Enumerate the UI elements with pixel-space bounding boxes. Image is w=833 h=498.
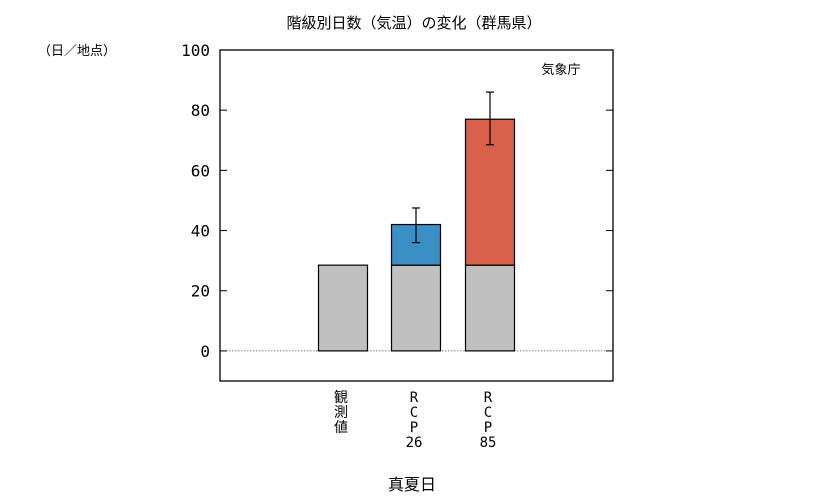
category-label: C xyxy=(484,405,492,421)
bar-base xyxy=(464,264,516,352)
category-label: 観 xyxy=(334,389,348,406)
source-label: 気象庁 xyxy=(541,62,580,78)
y-tick-label: 60 xyxy=(191,161,210,180)
category-label: 26 xyxy=(406,435,423,451)
bar-base xyxy=(390,264,442,352)
category-label: R xyxy=(484,390,493,406)
category-label: P xyxy=(484,420,492,436)
bar-base xyxy=(317,264,369,352)
y-tick-label: 80 xyxy=(191,101,210,120)
y-tick-label: 40 xyxy=(191,222,210,241)
category-label: R xyxy=(410,390,419,406)
category-label: 85 xyxy=(480,435,497,451)
bar-change xyxy=(390,223,442,266)
category-label: 測 xyxy=(334,405,348,421)
category-label: C xyxy=(410,405,418,421)
y-tick-label: 20 xyxy=(191,282,210,301)
chart-title: 階級別日数（気温）の変化（群馬県） xyxy=(286,14,541,32)
y-tick-label: 0 xyxy=(200,342,210,361)
plot-frame xyxy=(219,49,614,382)
y-tick-label: 100 xyxy=(181,41,210,60)
category-label: P xyxy=(410,420,418,436)
category-label: 値 xyxy=(334,420,348,436)
y-unit-label: （日／地点） xyxy=(38,44,116,59)
x-axis-title: 真夏日 xyxy=(388,475,436,494)
